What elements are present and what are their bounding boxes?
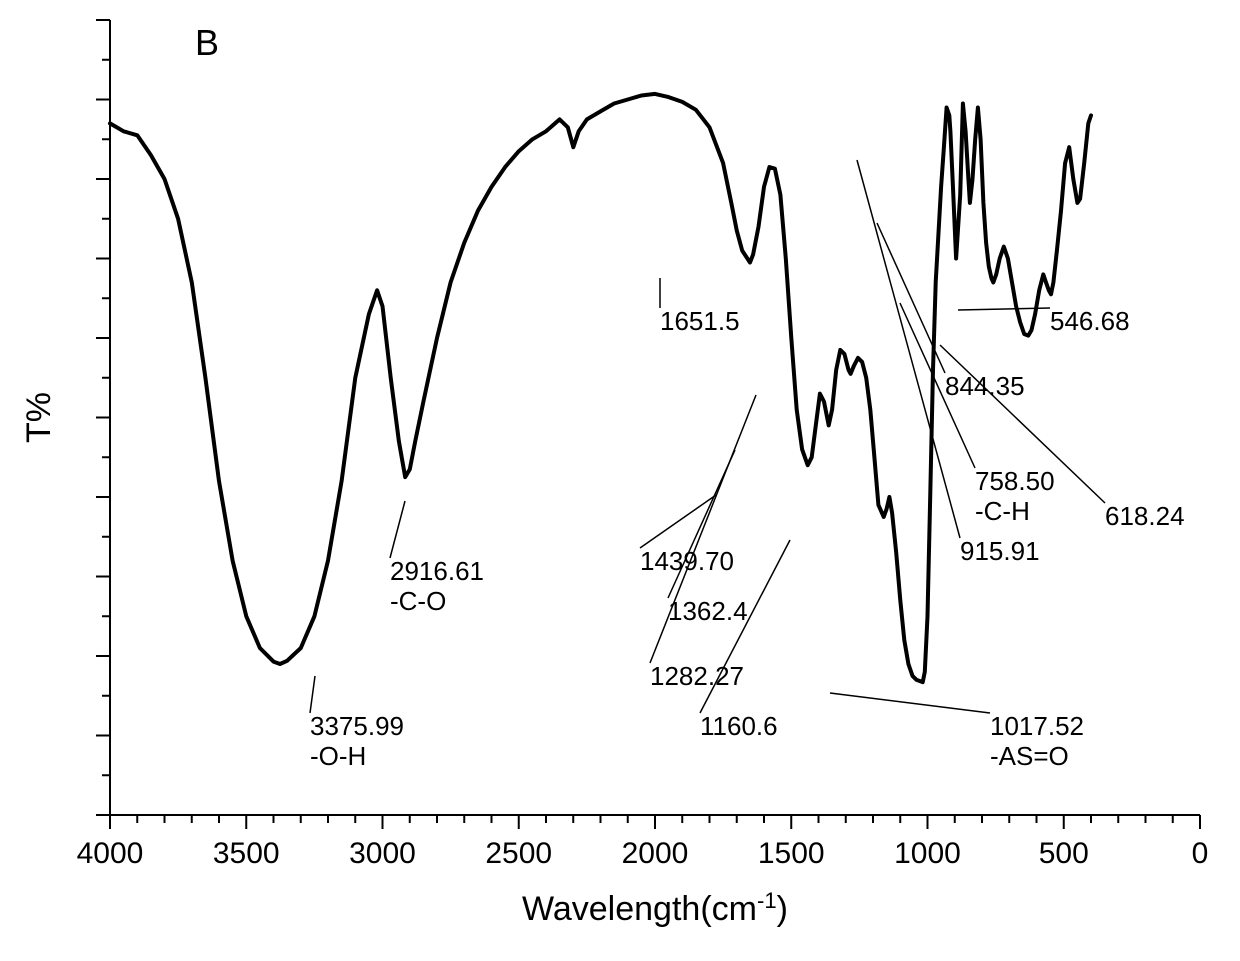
peak-label: 1651.5 [660, 306, 740, 336]
peak-label: 1017.52 [990, 711, 1084, 741]
peak-label: 546.68 [1050, 306, 1130, 336]
peak-label: 758.50 [975, 466, 1055, 496]
peak-label: 844.35 [945, 371, 1025, 401]
ir-spectrum-chart: 400035003000250020001500100050003375.99-… [0, 0, 1240, 961]
y-axis-label: T% [20, 392, 58, 443]
svg-text:3000: 3000 [349, 837, 416, 870]
peak-label: 2916.61 [390, 556, 484, 586]
svg-text:0: 0 [1192, 837, 1209, 870]
x-axis-label: Wavelength(cm-1) [522, 888, 788, 929]
svg-text:3500: 3500 [213, 837, 280, 870]
chart-svg: 400035003000250020001500100050003375.99-… [0, 0, 1240, 961]
svg-text:1000: 1000 [894, 837, 961, 870]
panel-label: B [195, 22, 219, 63]
peak-assignment: -C-O [390, 586, 446, 616]
peak-label: 1160.6 [700, 711, 778, 741]
peak-label: 1362.4 [668, 596, 748, 626]
svg-text:1500: 1500 [758, 837, 825, 870]
peak-label: 618.24 [1105, 501, 1185, 531]
svg-text:500: 500 [1039, 837, 1089, 870]
peak-assignment: -AS=O [990, 741, 1069, 771]
peak-assignment: -C-H [975, 496, 1030, 526]
peak-label: 1282.27 [650, 661, 744, 691]
peak-label: 915.91 [960, 536, 1040, 566]
svg-text:2500: 2500 [485, 837, 552, 870]
peak-label: 3375.99 [310, 711, 404, 741]
peak-assignment: -O-H [310, 741, 366, 771]
svg-text:4000: 4000 [77, 837, 144, 870]
svg-text:2000: 2000 [622, 837, 689, 870]
